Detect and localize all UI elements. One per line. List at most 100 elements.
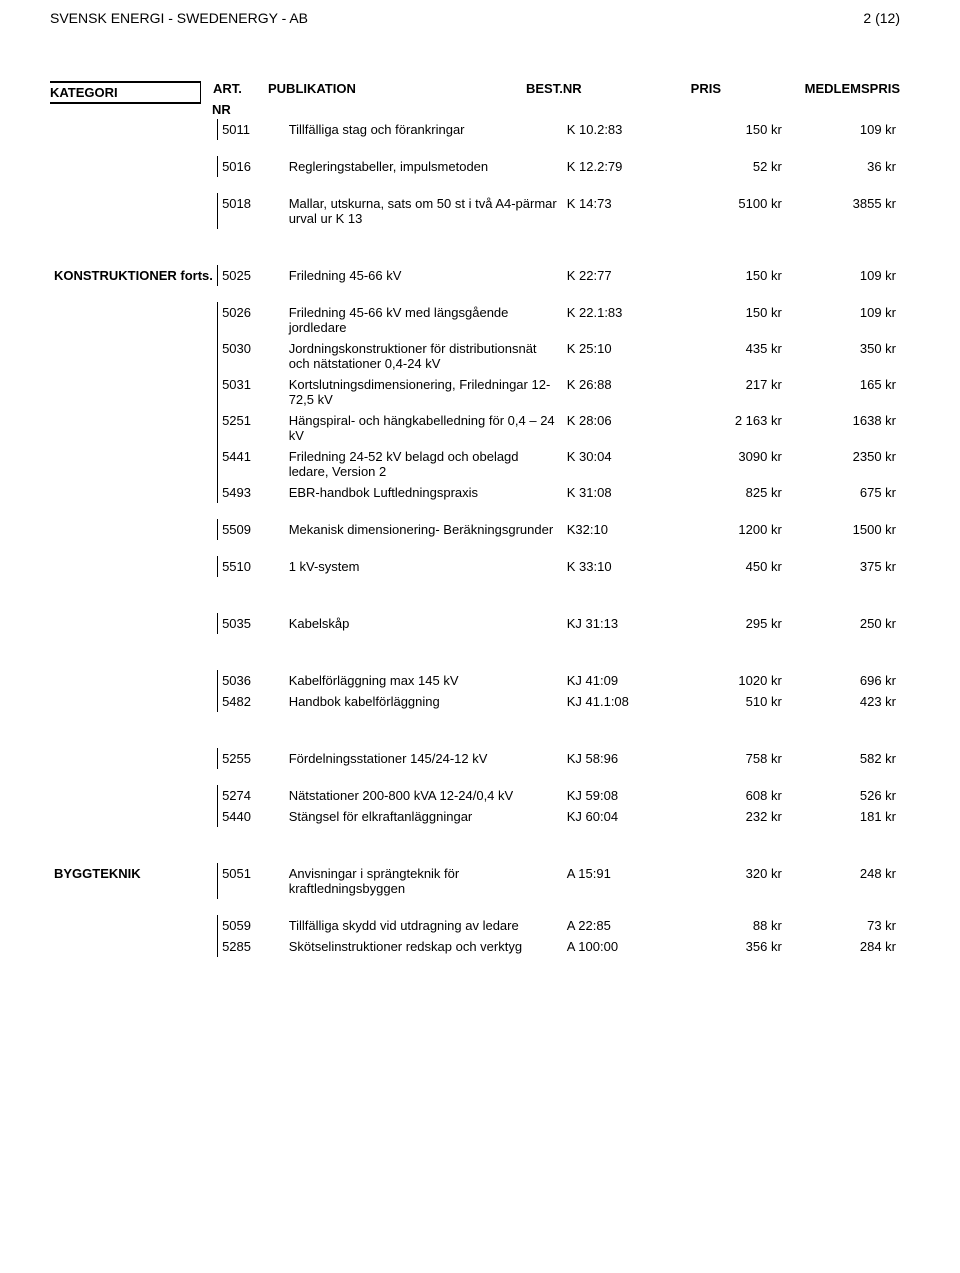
cell-medlemspris: 3855 kr: [786, 193, 900, 229]
cell-medlemspris: 250 kr: [786, 613, 900, 634]
table-row: 5016Regleringstabeller, impulsmetodenK 1…: [50, 156, 900, 177]
cell-artnr: 5251: [218, 410, 285, 446]
cell-kategori: [50, 193, 218, 229]
group-spacer: [50, 634, 900, 670]
cell-pris: 450 kr: [672, 556, 786, 577]
cell-kategori: [50, 556, 218, 577]
cell-kategori: BYGGTEKNIK: [50, 863, 218, 899]
cell-bestnr: K32:10: [563, 519, 672, 540]
cell-publikation: Kabelskåp: [285, 613, 563, 634]
org-title: SVENSK ENERGI - SWEDENERGY - AB: [50, 10, 308, 26]
table-row: 5274Nätstationer 200-800 kVA 12-24/0,4 k…: [50, 785, 900, 806]
col-header-kategori: KATEGORI: [50, 81, 200, 104]
cell-artnr: 5026: [218, 302, 285, 338]
cell-medlemspris: 109 kr: [786, 119, 900, 140]
cell-publikation: Friledning 45-66 kV med längsgående jord…: [285, 302, 563, 338]
cell-pris: 88 kr: [672, 915, 786, 936]
table-row: 5440Stängsel för elkraftanläggningarKJ 6…: [50, 806, 900, 827]
cell-artnr: 5016: [218, 156, 285, 177]
cell-publikation: Friledning 24-52 kV belagd och obelagd l…: [285, 446, 563, 482]
cell-publikation: Anvisningar i sprängteknik för kraftledn…: [285, 863, 563, 899]
cell-pris: 295 kr: [672, 613, 786, 634]
cell-medlemspris: 2350 kr: [786, 446, 900, 482]
cell-publikation: Mekanisk dimensionering- Beräkningsgrund…: [285, 519, 563, 540]
cell-publikation: EBR-handbok Luftledningspraxis: [285, 482, 563, 503]
cell-bestnr: K 30:04: [563, 446, 672, 482]
cell-bestnr: K 22:77: [563, 265, 672, 286]
cell-bestnr: K 28:06: [563, 410, 672, 446]
cell-bestnr: KJ 41.1:08: [563, 691, 672, 712]
table-row: KONSTRUKTIONER forts.5025Friledning 45-6…: [50, 265, 900, 286]
table-row: 5026Friledning 45-66 kV med längsgående …: [50, 302, 900, 338]
table-row: 5255Fördelningsstationer 145/24-12 kVKJ …: [50, 748, 900, 769]
cell-medlemspris: 526 kr: [786, 785, 900, 806]
cell-artnr: 5440: [218, 806, 285, 827]
col-header-nr: NR: [50, 102, 900, 117]
cell-publikation: Kortslutningsdimensionering, Friledninga…: [285, 374, 563, 410]
cell-publikation: Tillfälliga stag och förankringar: [285, 119, 563, 140]
cell-bestnr: A 100:00: [563, 936, 672, 957]
cell-artnr: 5036: [218, 670, 285, 691]
col-header-bestnr: BEST.NR: [526, 81, 621, 104]
cell-artnr: 5482: [218, 691, 285, 712]
cell-bestnr: KJ 41:09: [563, 670, 672, 691]
cell-pris: 150 kr: [672, 265, 786, 286]
cell-medlemspris: 423 kr: [786, 691, 900, 712]
cell-artnr: 5255: [218, 748, 285, 769]
cell-bestnr: KJ 60:04: [563, 806, 672, 827]
table-row: 5441Friledning 24-52 kV belagd och obela…: [50, 446, 900, 482]
row-spacer: [50, 140, 900, 156]
cell-medlemspris: 181 kr: [786, 806, 900, 827]
row-spacer: [50, 286, 900, 302]
cell-artnr: 5018: [218, 193, 285, 229]
table-row: 5035KabelskåpKJ 31:13295 kr250 kr: [50, 613, 900, 634]
cell-kategori: KONSTRUKTIONER forts.: [50, 265, 218, 286]
table-row: 5011Tillfälliga stag och förankringarK 1…: [50, 119, 900, 140]
cell-bestnr: A 15:91: [563, 863, 672, 899]
cell-artnr: 5274: [218, 785, 285, 806]
cell-pris: 1020 kr: [672, 670, 786, 691]
cell-pris: 5100 kr: [672, 193, 786, 229]
row-spacer: [50, 899, 900, 915]
cell-pris: 150 kr: [672, 119, 786, 140]
cell-bestnr: KJ 59:08: [563, 785, 672, 806]
cell-medlemspris: 582 kr: [786, 748, 900, 769]
cell-kategori: [50, 915, 218, 936]
cell-pris: 2 163 kr: [672, 410, 786, 446]
cell-kategori: [50, 446, 218, 482]
cell-medlemspris: 1638 kr: [786, 410, 900, 446]
cell-bestnr: K 22.1:83: [563, 302, 672, 338]
group-spacer: [50, 229, 900, 265]
cell-medlemspris: 165 kr: [786, 374, 900, 410]
cell-medlemspris: 675 kr: [786, 482, 900, 503]
col-header-artnr: ART.: [213, 81, 268, 104]
cell-kategori: [50, 670, 218, 691]
cell-medlemspris: 36 kr: [786, 156, 900, 177]
cell-pris: 356 kr: [672, 936, 786, 957]
row-spacer: [50, 177, 900, 193]
row-spacer: [50, 503, 900, 519]
cell-artnr: 5011: [218, 119, 285, 140]
column-header-row: KATEGORI ART. PUBLIKATION BEST.NR PRIS M…: [50, 81, 900, 104]
cell-kategori: [50, 410, 218, 446]
page-container: SVENSK ENERGI - SWEDENERGY - AB 2 (12) K…: [0, 0, 960, 997]
cell-artnr: 5059: [218, 915, 285, 936]
cell-publikation: Tillfälliga skydd vid utdragning av leda…: [285, 915, 563, 936]
page-number: 2 (12): [863, 10, 900, 26]
cell-publikation: Regleringstabeller, impulsmetoden: [285, 156, 563, 177]
cell-medlemspris: 696 kr: [786, 670, 900, 691]
cell-medlemspris: 284 kr: [786, 936, 900, 957]
cell-artnr: 5035: [218, 613, 285, 634]
cell-publikation: Skötselinstruktioner redskap och verktyg: [285, 936, 563, 957]
cell-medlemspris: 350 kr: [786, 338, 900, 374]
cell-bestnr: K 12.2:79: [563, 156, 672, 177]
col-header-right: ART. PUBLIKATION BEST.NR PRIS MEDLEMSPRI…: [200, 81, 900, 104]
cell-publikation: Nätstationer 200-800 kVA 12-24/0,4 kV: [285, 785, 563, 806]
col-header-medlemspris: MEDLEMSPRIS: [746, 81, 900, 104]
table-row: 5509Mekanisk dimensionering- Beräkningsg…: [50, 519, 900, 540]
cell-pris: 758 kr: [672, 748, 786, 769]
cell-bestnr: K 33:10: [563, 556, 672, 577]
table-row: 55101 kV-systemK 33:10450 kr375 kr: [50, 556, 900, 577]
cell-bestnr: KJ 58:96: [563, 748, 672, 769]
cell-publikation: Friledning 45-66 kV: [285, 265, 563, 286]
